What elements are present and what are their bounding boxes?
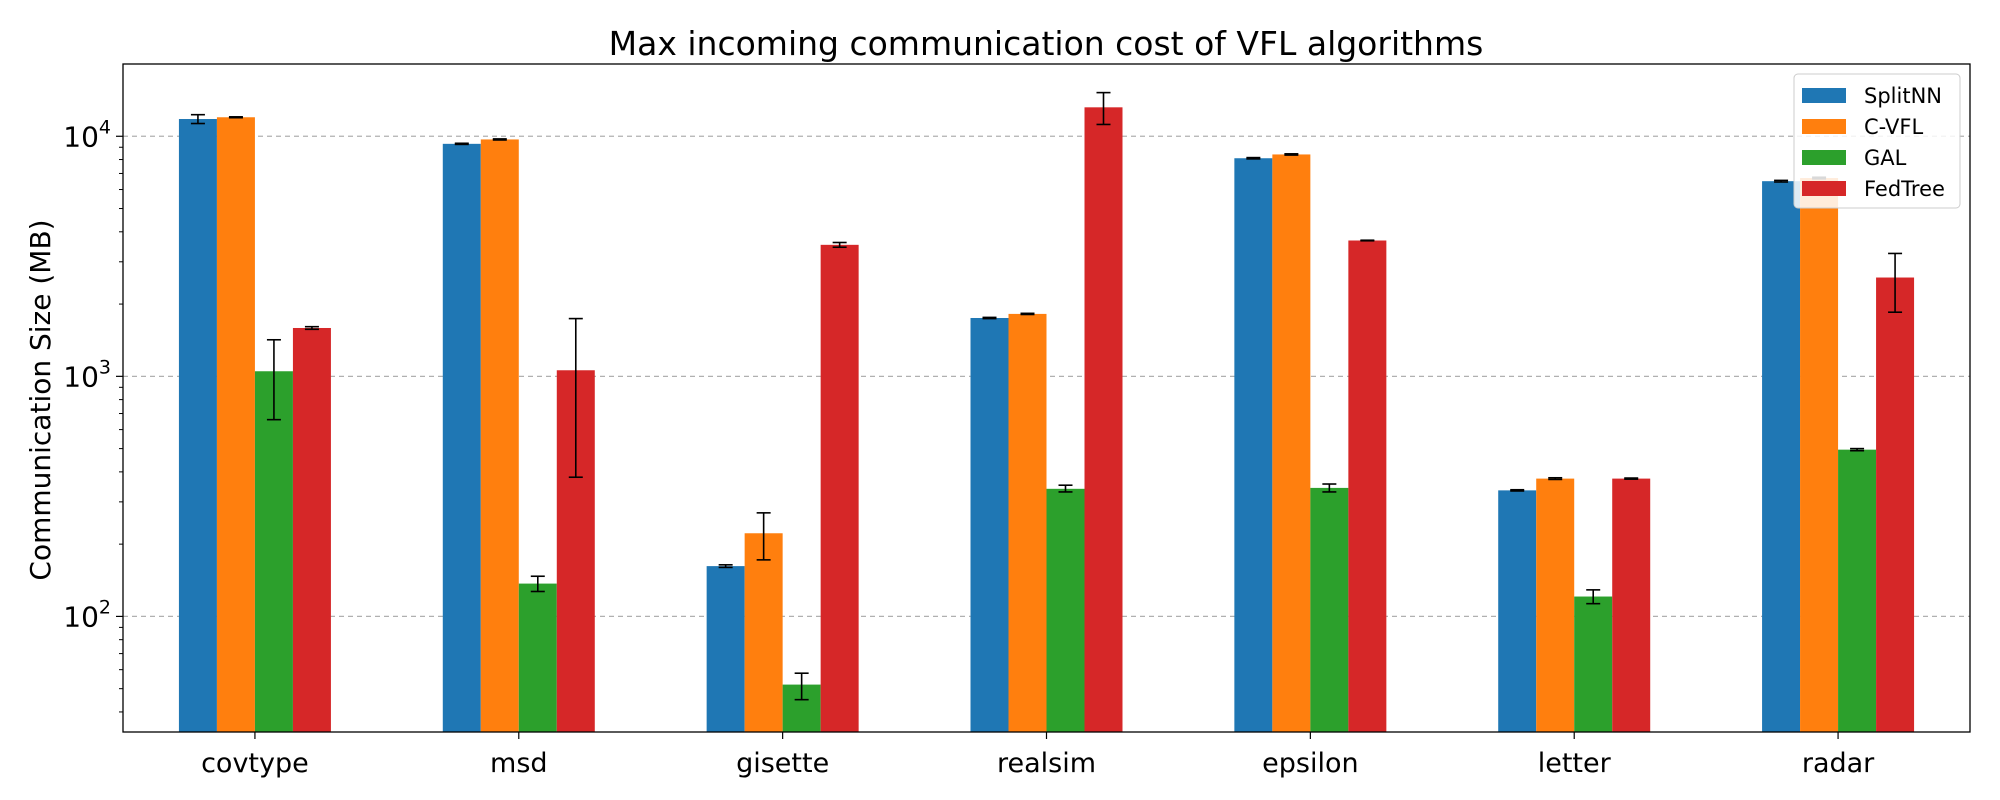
bar-FedTree-radar [1876, 277, 1915, 732]
bar-GAL-msd [518, 583, 557, 732]
error-bars [190, 91, 1903, 701]
bar-C-VFL-letter [1536, 478, 1575, 732]
bar-FedTree-realsim [1084, 107, 1123, 733]
bar-GAL-realsim [1046, 488, 1085, 732]
bar-GAL-epsilon [1310, 487, 1349, 732]
x-tick-label-covtype: covtype [201, 748, 309, 779]
bar-GAL-radar [1838, 449, 1877, 732]
bar-SplitNN-msd [442, 143, 481, 733]
x-tick-label-msd: msd [490, 748, 548, 779]
legend: SplitNN C-VFL GAL FedTree [1793, 73, 1961, 209]
bar-SplitNN-gisette [706, 566, 745, 732]
legend-label-C-VFL: C-VFL [1864, 115, 1923, 139]
bar-C-VFL-radar [1800, 178, 1839, 733]
bar-SplitNN-realsim [970, 317, 1009, 732]
legend-label-GAL: GAL [1864, 146, 1907, 170]
bar-C-VFL-covtype [216, 117, 255, 732]
y-axis-label: Communication Size (MB) [24, 219, 57, 580]
bar-GAL-letter [1574, 596, 1613, 732]
y-tick-label: 104 [63, 116, 111, 153]
bar-GAL-covtype [254, 371, 293, 732]
y-axis: 102 103 104 [63, 116, 123, 713]
x-tick-label-gisette: gisette [736, 748, 829, 779]
legend-swatch-SplitNN [1802, 88, 1846, 103]
bar-FedTree-letter [1612, 478, 1651, 732]
legend-box [1793, 73, 1961, 209]
legend-swatch-FedTree [1802, 181, 1846, 196]
chart-title: Max incoming communication cost of VFL a… [609, 24, 1484, 63]
x-axis: covtype msd gisette realsim epsilon letter rad… [201, 732, 1875, 779]
bar-C-VFL-epsilon [1272, 154, 1311, 733]
y-tick-label: 103 [63, 356, 111, 393]
bar-C-VFL-gisette [744, 533, 783, 732]
legend-label-SplitNN: SplitNN [1864, 84, 1942, 108]
bar-FedTree-gisette [820, 244, 859, 733]
bar-SplitNN-letter [1498, 490, 1537, 732]
grid-lines [123, 135, 1970, 618]
bar-C-VFL-msd [480, 139, 519, 732]
bars [178, 107, 1915, 733]
legend-swatch-GAL [1802, 150, 1846, 165]
y-tick-label: 102 [63, 596, 111, 633]
x-tick-label-radar: radar [1802, 748, 1875, 779]
x-tick-label-letter: letter [1538, 748, 1612, 779]
bar-SplitNN-covtype [178, 119, 217, 733]
bar-FedTree-covtype [292, 327, 331, 732]
bar-SplitNN-radar [1762, 181, 1801, 733]
legend-swatch-C-VFL [1802, 119, 1846, 134]
x-tick-label-realsim: realsim [997, 748, 1096, 779]
bar-FedTree-epsilon [1348, 240, 1387, 732]
bar-C-VFL-realsim [1008, 313, 1047, 732]
legend-label-FedTree: FedTree [1864, 177, 1945, 201]
bar-SplitNN-epsilon [1234, 158, 1273, 732]
x-tick-label-epsilon: epsilon [1262, 748, 1358, 779]
